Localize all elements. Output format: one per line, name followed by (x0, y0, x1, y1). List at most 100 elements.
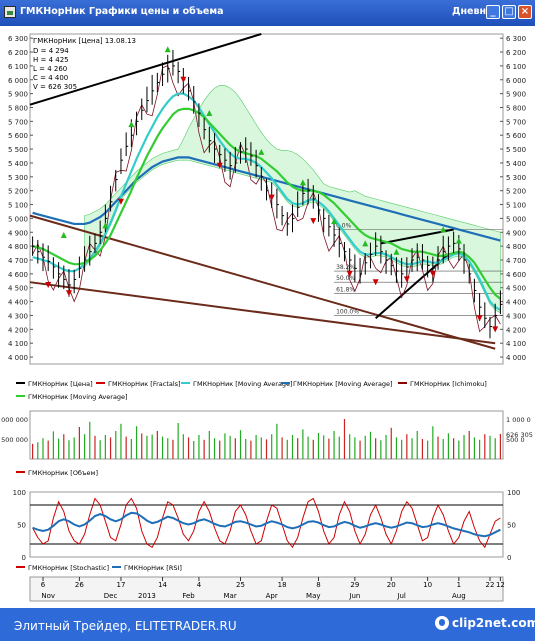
fractal-down-marker (476, 315, 483, 322)
fractal-down-marker (180, 76, 187, 83)
price-ytick-label-left: 5 700 (8, 118, 28, 126)
footer-caption: Элитный Трейдер, ELITETRADER.RU (14, 619, 237, 633)
clip2net-logo: clip2net.com (435, 616, 535, 630)
period-selector[interactable]: Дневной (452, 6, 500, 17)
price-ytick-label-right: 6 100 (506, 63, 526, 71)
legend-label: ГМКНорНик [Ichimoku] (410, 380, 487, 388)
price-ytick-label-left: 4 200 (8, 326, 28, 334)
price-stat-label: V = 626 305 (33, 83, 77, 91)
fractal-up-marker (164, 46, 171, 53)
fractal-down-marker (216, 162, 223, 169)
price-ytick-label-left: 4 100 (8, 340, 28, 348)
fibonacci-level-label: 50.0% (336, 275, 355, 282)
date-axis-day-label: 12 (496, 581, 505, 589)
price-ytick-label-right: 4 900 (506, 229, 526, 237)
legend-label: ГМКНорНик [Moving Average] (28, 393, 128, 401)
price-stat-label: D = 4 294 (33, 47, 69, 55)
price-ytick-label-left: 5 800 (8, 104, 28, 112)
date-axis-day-label: 18 (278, 581, 287, 589)
date-axis-day-label: 22 (486, 581, 495, 589)
oscillator-ytick-label-right: 0 (507, 554, 511, 562)
price-ytick-label-left: 6 100 (8, 63, 28, 71)
price-ytick-label-right: 4 600 (506, 271, 526, 279)
price-ytick-label-left: 5 300 (8, 174, 28, 182)
volume-ytick-label: 500 000 (1, 436, 28, 444)
price-ytick-label-left: 5 500 (8, 146, 28, 154)
price-ytick-label-left: 5 100 (8, 202, 28, 210)
fractal-down-marker (268, 194, 275, 201)
volume-ytick-label: 1 000 000 (0, 416, 28, 424)
chart-area[interactable]: 6 300 6 300 6 200 6 200 6 100 6 100 6 000 6 000… (0, 26, 535, 608)
price-ytick-label-left: 4 900 (8, 229, 28, 237)
fractal-up-marker (393, 248, 400, 255)
price-ytick-label-right: 4 000 (506, 354, 526, 362)
price-ytick-label-right: 5 200 (506, 188, 526, 196)
price-ytick-label-right: 4 800 (506, 243, 526, 251)
chart-app-icon (4, 6, 16, 18)
oscillator-legend-label: ГМКНорНик [RSI] (124, 564, 182, 572)
fractal-down-marker (346, 270, 353, 277)
fractal-up-marker (299, 179, 306, 186)
price-ytick-label-left: 6 000 (8, 77, 28, 85)
fractal-up-marker (455, 237, 462, 244)
price-ytick-label-left: 6 300 (8, 35, 28, 43)
date-axis-month-label: Feb (182, 592, 195, 600)
title-bar: ГМКНорНик Графики цены и объема Дневной … (0, 0, 535, 26)
fractal-down-marker (65, 290, 72, 297)
fibonacci-level-label: 38.2% (336, 264, 355, 271)
price-ytick-label-right: 4 400 (506, 299, 526, 307)
close-button[interactable]: × (518, 5, 532, 19)
fractal-up-marker (128, 121, 135, 128)
price-ytick-label-left: 4 700 (8, 257, 28, 265)
fractal-up-marker (60, 232, 67, 239)
date-axis-month-label: Mar (224, 592, 237, 600)
maximize-button[interactable]: □ (502, 5, 516, 19)
date-axis-month-label: May (306, 592, 320, 600)
fractal-down-marker (310, 218, 317, 225)
price-ytick-label-right: 4 100 (506, 340, 526, 348)
fractal-up-marker (206, 110, 213, 117)
fibonacci-level-label: 100.0% (336, 308, 359, 315)
price-ytick-label-right: 4 700 (506, 257, 526, 265)
volume-right-label: 1 000 0 (506, 416, 531, 424)
price-stat-label: L = 4 260 (33, 65, 67, 73)
fractal-up-marker (258, 148, 265, 155)
price-ytick-label-left: 5 900 (8, 91, 28, 99)
price-ytick-label-right: 5 700 (506, 118, 526, 126)
window-title: ГМКНорНик Графики цены и объема (20, 6, 224, 17)
price-panel-title: ГМКНорНик [Цена] 13.08.13 (33, 37, 136, 45)
price-ytick-label-left: 4 500 (8, 285, 28, 293)
date-axis-month-label: Apr (266, 592, 278, 600)
fractal-down-marker (429, 270, 436, 277)
minimize-button[interactable]: _ (486, 5, 500, 19)
price-stat-label: C = 4 400 (33, 74, 68, 82)
price-ytick-label-left: 5 000 (8, 215, 28, 223)
date-axis-day-label: 8 (316, 581, 320, 589)
fractal-up-marker (440, 226, 447, 233)
date-axis-month-label: 2013 (138, 592, 156, 600)
price-ytick-label-left: 4 600 (8, 271, 28, 279)
date-axis-day-label: 17 (117, 581, 126, 589)
date-axis-day-label: 1 (457, 581, 461, 589)
fibonacci-level-label: 61.8% (336, 286, 355, 293)
legend-label: ГМКНорНик [Fractals] (108, 380, 181, 388)
channel-trendline-upper (29, 214, 496, 350)
oscillator-panel-frame (29, 491, 504, 558)
date-axis-day-label: 25 (236, 581, 245, 589)
price-ytick-label-right: 6 300 (506, 35, 526, 43)
price-ytick-label-right: 6 000 (506, 77, 526, 85)
price-ytick-label-right: 5 100 (506, 202, 526, 210)
date-axis-month-label: Dec (104, 592, 118, 600)
date-axis-day-label: 26 (75, 581, 84, 589)
price-ytick-label-left: 4 000 (8, 354, 28, 362)
date-axis-frame (29, 576, 504, 602)
fractal-up-marker (102, 222, 109, 229)
price-ytick-label-right: 5 600 (506, 132, 526, 140)
fractal-down-marker (45, 281, 52, 288)
price-ytick-label-right: 5 400 (506, 160, 526, 168)
date-axis-day-label: 4 (197, 581, 202, 589)
date-axis-day-label: 20 (387, 581, 396, 589)
price-ytick-label-right: 5 900 (506, 91, 526, 99)
price-ytick-label-left: 5 600 (8, 132, 28, 140)
